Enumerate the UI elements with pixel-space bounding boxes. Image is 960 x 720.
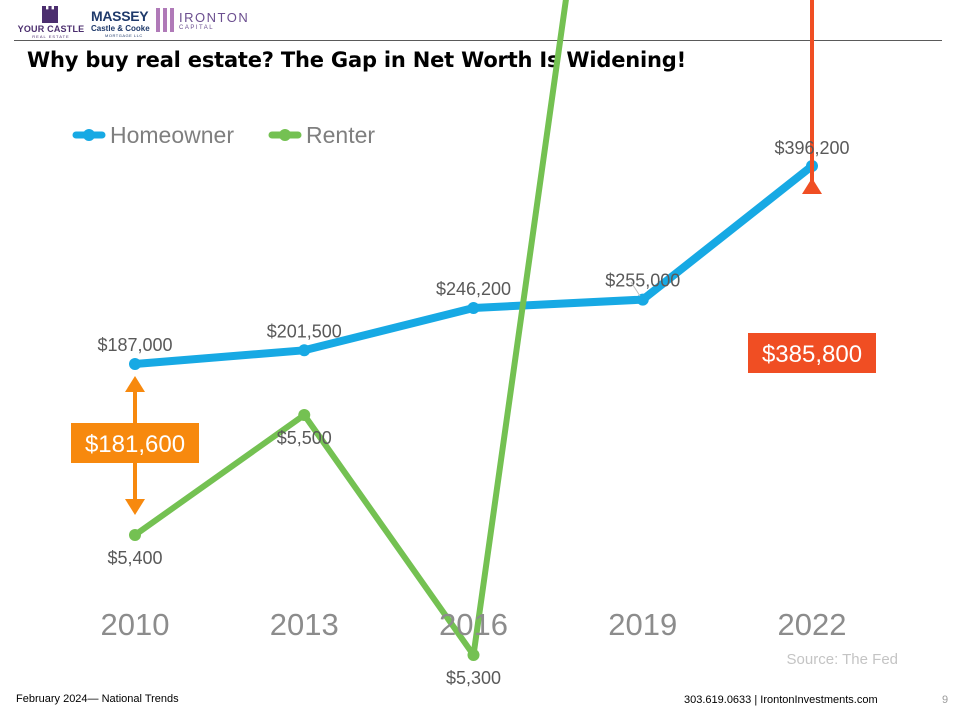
chart-source: Source: The Fed (787, 651, 898, 668)
homeowner-point-2016 (467, 301, 480, 314)
header-divider (14, 40, 942, 41)
your-castle-logo: YOUR CASTLE REAL ESTATE (16, 6, 86, 39)
footer-contact: 303.619.0633 | IrontonInvestments.com (684, 694, 878, 706)
homeowner-line (131, 162, 816, 368)
renter-point-2013 (298, 409, 311, 421)
homeowner-point-2013 (298, 344, 311, 357)
gap-2010-arrowhead-up (125, 376, 145, 392)
x-tick-label-2019: 2019 (608, 607, 677, 642)
renter-data-label-2010: $5,400 (107, 548, 162, 568)
renter-line (132, 0, 569, 658)
gap-2022-arrowhead-up (802, 178, 822, 194)
homeowner-data-label-2013: $201,500 (267, 321, 342, 341)
homeowner-data-label-2010: $187,000 (97, 335, 172, 355)
your-castle-logo-subtext: REAL ESTATE (32, 34, 70, 39)
homeowner-data-label-2019: $255,000 (605, 271, 680, 291)
page-number: 9 (942, 694, 949, 706)
homeowner-point-2010 (129, 358, 141, 370)
renter-data-label-2013: $5,500 (277, 428, 332, 448)
your-castle-logo-text: YOUR CASTLE (17, 24, 85, 34)
header: YOUR CASTLE REAL ESTATE MASSEY Castle & … (0, 0, 960, 44)
massey-logo-text: MASSEY (91, 8, 149, 24)
legend-label-renter: Renter (306, 122, 375, 148)
x-tick-label-2016: 2016 (439, 607, 508, 642)
ironton-mark-icon (156, 8, 174, 32)
renter-point-2016 (467, 649, 480, 661)
castle-tower-icon (42, 6, 58, 23)
legend-label-homeowner: Homeowner (110, 122, 234, 148)
data-label-leader (630, 281, 641, 297)
footer-date: February 2024— National Trends (16, 693, 179, 705)
x-tick-label-2013: 2013 (270, 607, 339, 642)
massey-logo: MASSEY Castle & Cooke MORTGAGE LLC (91, 6, 153, 38)
gap-2022-label-box (748, 333, 876, 373)
gap-2010-label: $181,600 (85, 431, 185, 458)
ironton-logo-subtext: CAPITAL (179, 25, 215, 31)
ironton-logo-text: IRONTON (179, 10, 250, 25)
massey-logo-subtext: Castle & Cooke (91, 24, 150, 33)
ironton-logo: IRONTON CAPITAL (156, 6, 250, 38)
gap-2010-label-box (71, 423, 199, 463)
gap-2010-arrowhead-down (125, 499, 145, 515)
legend-marker-homeowner (83, 129, 95, 141)
x-tick-label-2022: 2022 (778, 607, 847, 642)
gap-2022-label: $385,800 (762, 341, 862, 368)
renter-data-label-2016: $5,300 (446, 668, 501, 688)
homeowner-data-label-2016: $246,200 (436, 279, 511, 299)
x-tick-label-2010: 2010 (101, 607, 170, 642)
massey-logo-tagline: MORTGAGE LLC (105, 33, 143, 38)
slide-title: Why buy real estate? The Gap in Net Wort… (27, 48, 686, 72)
homeowner-data-label-2022: $396,200 (774, 138, 849, 158)
homeowner-point-2019 (636, 293, 649, 306)
renter-point-2010 (129, 529, 141, 541)
legend-marker-renter (279, 129, 291, 141)
